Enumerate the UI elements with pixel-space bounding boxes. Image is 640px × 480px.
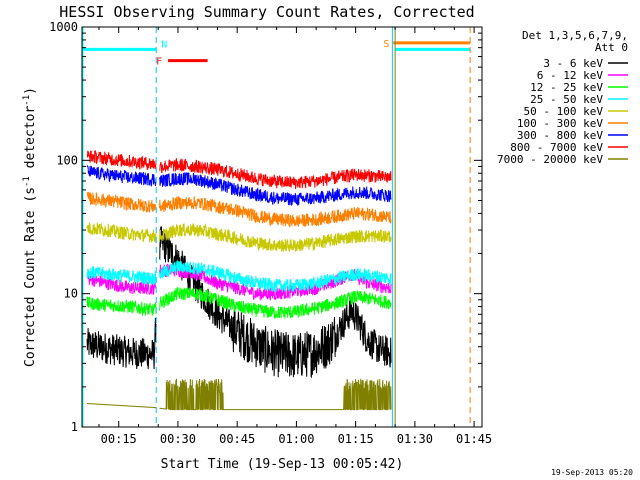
y-axis-label-main: Corrected Count Rate (s: [23, 187, 38, 367]
y-tick-label: 1000: [49, 20, 78, 34]
x-tick-label: 01:30: [397, 432, 433, 446]
series-group: [86, 150, 392, 411]
series-line-12-25-kev: [86, 286, 392, 319]
footer-date: 19-Sep-2013 05:20: [551, 468, 633, 477]
legend-label-100-300-kev: 100 - 300 keV: [517, 117, 603, 130]
y-axis: 1 10 100 1000: [49, 20, 482, 434]
series-line-50-100-kev: [86, 222, 392, 253]
x-tick-label: 00:15: [101, 432, 137, 446]
x-tick-label: 00:45: [219, 432, 255, 446]
legend-label-25-50-kev: 25 - 50 keV: [530, 93, 603, 106]
y-tick-label: 100: [56, 153, 78, 167]
x-tick-label: 01:15: [338, 432, 374, 446]
series-line-100-300-kev: [86, 191, 392, 228]
legend-label-50-100-kev: 50 - 100 keV: [524, 105, 604, 118]
y-axis-label-end: ): [23, 87, 38, 95]
y-axis-label-sup2: -1: [22, 95, 32, 106]
x-axis-label: Start Time (19-Sep-13 00:05:42): [161, 457, 404, 472]
flare-flag-label: F: [156, 57, 162, 68]
x-tick-label: 00:30: [160, 432, 196, 446]
series-line-300-800-kev: [86, 164, 392, 207]
legend-label-800-7000-kev: 800 - 7000 keV: [510, 141, 603, 154]
y-axis-label: Corrected Count Rate (s-1 detector-1): [22, 87, 38, 367]
plot-frame: [81, 26, 483, 428]
legend-label-3-6-kev: 3 - 6 keV: [543, 57, 603, 70]
y-axis-label-mid: detector: [23, 106, 38, 177]
y-axis-label-sup1: -1: [22, 176, 32, 187]
legend-label-7000-20000-kev: 7000 - 20000 keV: [497, 153, 603, 166]
chart-title: HESSI Observing Summary Count Rates, Cor…: [59, 3, 474, 21]
plot-area: NF S: [82, 27, 471, 427]
series-line-800-7000-kev: [86, 150, 392, 190]
legend-label-12-25-kev: 12 - 25 keV: [530, 81, 603, 94]
night-flag-label: N: [161, 39, 167, 50]
saa-flag-label: S: [383, 39, 389, 50]
legend-label-6-12-kev: 6 - 12 keV: [537, 69, 604, 82]
legend-label-300-800-kev: 300 - 800 keV: [517, 129, 603, 142]
y-tick-label: 10: [64, 287, 78, 301]
x-axis: 00:15 00:30 00:45 01:00 01:15 01:30 01:45: [98, 27, 492, 446]
x-tick-label: 01:00: [278, 432, 314, 446]
legend-header-detectors: Det 1,3,5,6,7,9,: [522, 29, 628, 42]
y-tick-label: 1: [71, 420, 78, 434]
x-tick-label: 01:45: [456, 432, 492, 446]
series-line-25-50-kev: [86, 260, 392, 293]
series-line-7000-20000-kev: [87, 378, 392, 411]
legend-header-attenuator: Att 0: [595, 41, 628, 54]
